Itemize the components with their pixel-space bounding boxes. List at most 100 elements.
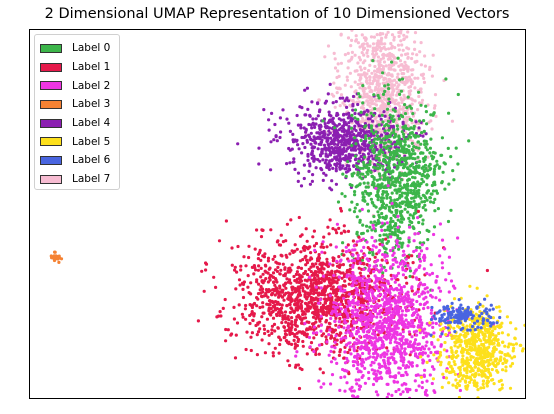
data-point — [351, 305, 356, 309]
data-point — [335, 75, 339, 80]
data-point — [393, 46, 397, 50]
data-point — [281, 317, 285, 321]
data-point — [417, 294, 421, 298]
data-point — [356, 122, 360, 126]
data-point — [398, 306, 402, 310]
data-point — [365, 113, 369, 117]
data-point — [380, 243, 384, 247]
data-point — [352, 259, 357, 263]
data-point — [337, 275, 341, 279]
data-point — [221, 306, 225, 310]
data-point — [400, 346, 404, 350]
data-point — [344, 331, 348, 335]
data-point — [396, 102, 400, 106]
data-point — [420, 131, 424, 135]
data-point — [406, 191, 410, 195]
data-point — [352, 326, 356, 330]
data-point — [403, 305, 408, 310]
data-point — [352, 295, 356, 299]
data-point — [365, 286, 369, 290]
data-point — [428, 196, 432, 200]
data-point — [341, 263, 345, 267]
data-point — [361, 87, 365, 91]
data-point — [398, 104, 402, 108]
data-point — [404, 382, 408, 386]
data-point — [344, 245, 348, 249]
data-point — [413, 203, 417, 207]
data-point — [352, 276, 356, 280]
data-point — [434, 280, 438, 284]
data-point — [332, 305, 336, 309]
data-point — [358, 58, 362, 62]
data-point — [323, 122, 327, 126]
data-point — [385, 221, 389, 225]
data-point — [270, 328, 274, 332]
data-point — [387, 90, 391, 94]
data-point — [372, 35, 376, 39]
data-point — [341, 101, 345, 105]
data-point — [422, 359, 426, 363]
data-point — [387, 208, 391, 212]
data-point — [397, 291, 401, 295]
data-point — [293, 243, 297, 247]
data-point — [374, 373, 378, 377]
data-point — [275, 240, 279, 244]
data-point — [417, 202, 421, 206]
data-point — [429, 192, 433, 196]
data-point — [273, 268, 278, 272]
data-point — [212, 275, 216, 279]
data-point — [224, 339, 228, 343]
data-point — [430, 295, 434, 299]
data-point — [296, 179, 300, 183]
data-point — [389, 46, 393, 50]
data-point — [348, 208, 352, 212]
data-point — [403, 81, 407, 85]
data-point — [271, 257, 275, 261]
data-point — [266, 271, 270, 275]
data-point — [372, 183, 376, 187]
data-point — [369, 35, 374, 39]
data-point — [406, 67, 410, 71]
data-point — [412, 145, 416, 149]
data-point — [406, 294, 410, 298]
data-point — [336, 305, 340, 309]
data-point — [311, 117, 315, 121]
data-point — [381, 120, 385, 124]
data-point — [285, 303, 289, 308]
data-point — [375, 153, 379, 157]
data-point — [343, 279, 347, 283]
data-point — [423, 64, 427, 68]
data-point — [369, 304, 374, 308]
data-point — [398, 300, 402, 304]
data-point — [408, 345, 413, 349]
data-point — [431, 321, 435, 325]
data-point — [317, 281, 321, 285]
data-point — [319, 267, 323, 271]
data-point — [368, 140, 372, 145]
data-point — [416, 342, 420, 346]
data-point — [308, 345, 312, 349]
data-point — [424, 104, 428, 108]
data-point — [267, 267, 271, 271]
data-point — [374, 130, 378, 134]
data-point — [406, 178, 410, 182]
data-point — [312, 145, 317, 149]
data-point — [391, 352, 396, 356]
data-point — [442, 161, 446, 165]
data-point — [337, 255, 341, 259]
data-point — [267, 118, 271, 122]
data-point — [380, 258, 384, 262]
data-point — [331, 278, 335, 282]
data-point — [362, 181, 366, 185]
data-point — [397, 83, 401, 87]
data-point — [342, 326, 346, 330]
data-point — [386, 101, 391, 106]
data-point — [400, 220, 404, 224]
data-point — [319, 154, 323, 158]
data-point — [347, 301, 351, 305]
data-point — [314, 272, 318, 277]
data-point — [368, 323, 372, 327]
data-point — [293, 287, 297, 291]
data-point — [378, 120, 382, 124]
data-point — [417, 191, 421, 195]
